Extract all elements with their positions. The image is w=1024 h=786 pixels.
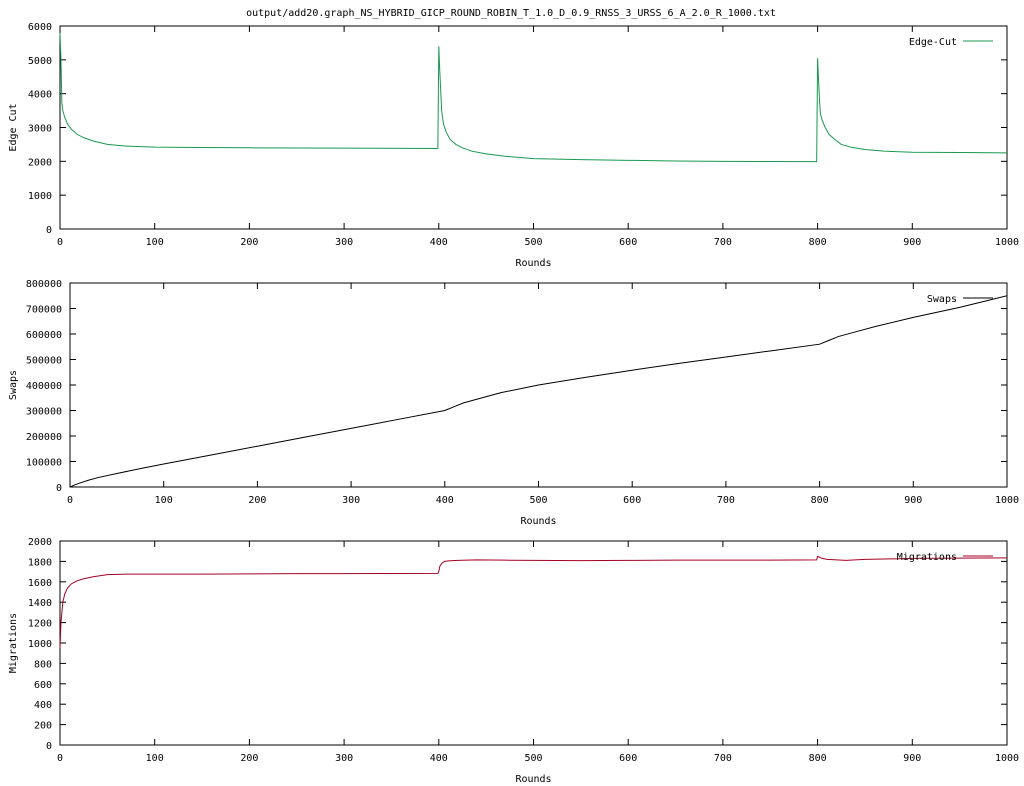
- plot-frame: [59, 540, 1008, 746]
- x-tick-label: 500: [529, 495, 547, 506]
- x-tick-label: 700: [714, 753, 732, 764]
- x-tick-label: 1000: [995, 237, 1019, 248]
- y-tick-label: 600: [34, 680, 52, 691]
- y-tick-label: 3000: [28, 124, 52, 135]
- x-tick-label: 800: [809, 753, 827, 764]
- x-axis-label: Rounds: [515, 258, 551, 269]
- x-tick-label: 500: [524, 237, 542, 248]
- x-tick-label: 500: [524, 753, 542, 764]
- y-tick-label: 1800: [28, 557, 52, 568]
- y-tick-label: 500000: [26, 356, 62, 367]
- x-tick-label: 200: [240, 237, 258, 248]
- y-tick-label: 1200: [28, 619, 52, 630]
- chart-edge-cut: 0 100 200 300 400 500 600 700 800 900 1000 0 1000 200…: [8, 22, 1019, 269]
- legend-label: Migrations: [897, 552, 957, 563]
- y-tick-label: 2000: [28, 537, 52, 548]
- y-tick-label: 1000: [28, 191, 52, 202]
- x-tick-label: 400: [430, 237, 448, 248]
- y-tick-label: 700000: [26, 305, 62, 316]
- chart-migrations: 0 100 200 300 400 500 600 700 800 900 1000 0 200 400 6…: [8, 537, 1019, 785]
- y-tick-label: 100000: [26, 458, 62, 469]
- x-tick-label: 600: [619, 237, 637, 248]
- x-tick-label: 1000: [995, 753, 1019, 764]
- series-line-edge-cut: [59, 32, 1008, 163]
- x-tick-label: 900: [903, 237, 921, 248]
- y-tick-label: 800000: [26, 279, 62, 290]
- x-axis-label: Rounds: [515, 774, 551, 785]
- y-tick-label: 300000: [26, 407, 62, 418]
- x-tick-label: 200: [248, 495, 266, 506]
- x-tick-label: 600: [619, 753, 637, 764]
- y-tick-label: 2000: [28, 157, 52, 168]
- y-tick-label: 800: [34, 659, 52, 670]
- x-tick-label: 800: [809, 237, 827, 248]
- x-tick-label: 300: [335, 753, 353, 764]
- x-tick-label: 900: [903, 753, 921, 764]
- y-axis-label: Migrations: [8, 613, 19, 673]
- y-tick-label: 1400: [28, 598, 52, 609]
- y-tick-label: 400000: [26, 381, 62, 392]
- charts-container: 0 100 200 300 400 500 600 700 800 900 100001000200…: [8, 22, 1019, 785]
- x-tick-label: 700: [717, 495, 735, 506]
- legend-label: Swaps: [927, 294, 957, 305]
- y-tick-label: 200000: [26, 432, 62, 443]
- x-tick-label: 100: [155, 495, 173, 506]
- x-tick-label: 900: [904, 495, 922, 506]
- y-tick-label: 600000: [26, 330, 62, 341]
- y-tick-label: 4000: [28, 90, 52, 101]
- y-tick-label: 200: [34, 721, 52, 732]
- legend-label: Edge-Cut: [909, 37, 957, 48]
- y-tick-label: 0: [46, 741, 52, 752]
- chart-swaps: 0 100 200 300 400 500 600 700 800 900 1000 0 100000 2…: [8, 279, 1019, 527]
- x-tick-label: 100: [146, 753, 164, 764]
- x-tick-label: 700: [714, 237, 732, 248]
- plot-frame: [59, 25, 1008, 230]
- y-tick-label: 1600: [28, 578, 52, 589]
- x-tick-label: 800: [811, 495, 829, 506]
- y-tick-label: 1000: [28, 639, 52, 650]
- x-tick-label: 300: [335, 237, 353, 248]
- y-tick-label: 0: [46, 225, 52, 236]
- y-tick-label: 0: [56, 483, 62, 494]
- y-tick-label: 6000: [28, 22, 52, 33]
- y-tick-label: 400: [34, 700, 52, 711]
- x-tick-label: 300: [342, 495, 360, 506]
- y-axis-label: Edge Cut: [8, 103, 19, 151]
- x-axis-label: Rounds: [520, 516, 556, 527]
- series-line-migrations: [59, 555, 1008, 649]
- x-tick-label: 0: [57, 753, 63, 764]
- x-tick-label: 600: [623, 495, 641, 506]
- x-tick-label: 100: [146, 237, 164, 248]
- y-axis-label: Swaps: [8, 370, 19, 400]
- x-tick-label: 0: [57, 237, 63, 248]
- x-tick-label: 400: [436, 495, 454, 506]
- x-tick-label: 1000: [995, 495, 1019, 506]
- figure-title: output/add20.graph_NS_HYBRID_GICP_ROUND_…: [246, 8, 776, 19]
- x-tick-label: 400: [430, 753, 448, 764]
- series-line-swaps: [69, 295, 1008, 488]
- x-tick-label: 200: [240, 753, 258, 764]
- y-tick-label: 5000: [28, 56, 52, 67]
- x-tick-label: 0: [67, 495, 73, 506]
